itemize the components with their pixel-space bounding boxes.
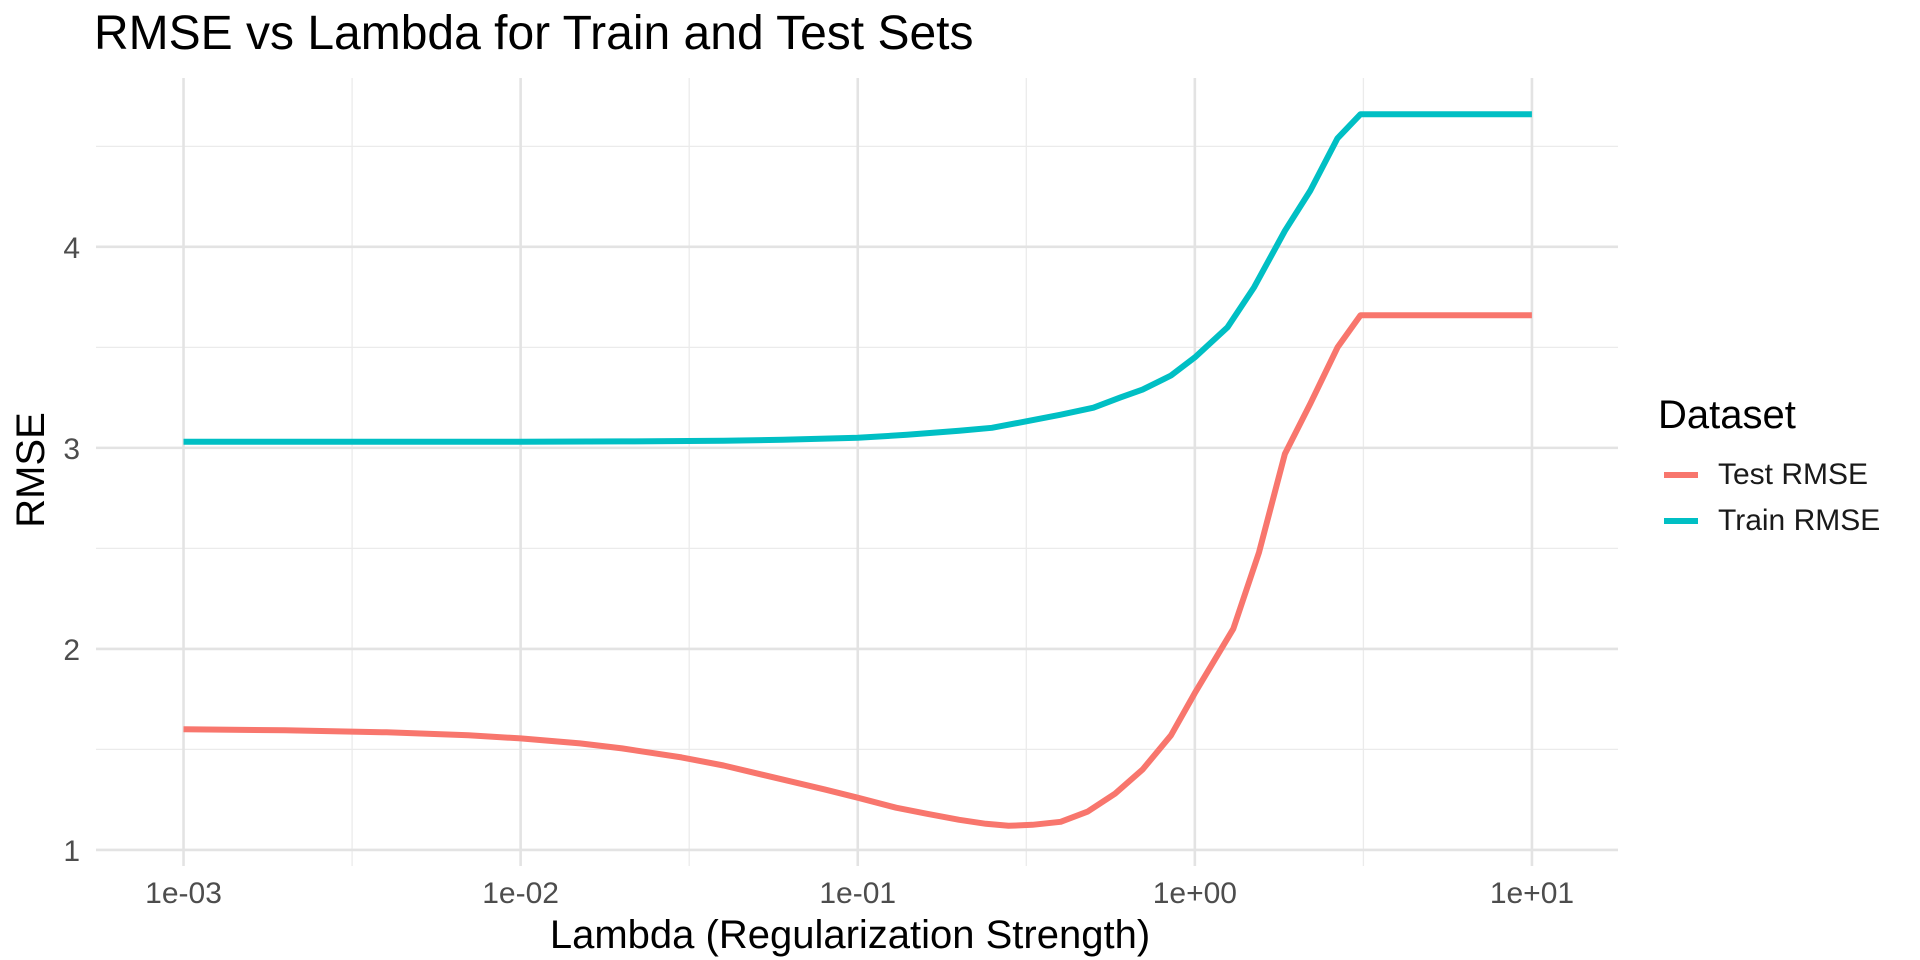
series-line-test-rmse <box>183 312 1532 829</box>
series-line-train-rmse <box>183 111 1532 445</box>
y-tick-label: 4 <box>63 232 80 265</box>
legend-title: Dataset <box>1658 393 1796 437</box>
legend: Dataset Test RMSE Train RMSE <box>1658 393 1880 544</box>
y-tick-label: 1 <box>63 835 80 868</box>
x-tick-label: 1e-03 <box>145 877 222 910</box>
series-lines <box>183 111 1532 829</box>
x-axis-ticks: 1e-03 1e-02 1e-01 1e+00 1e+01 <box>145 877 1574 910</box>
x-tick-label: 1e+01 <box>1490 877 1574 910</box>
y-axis-ticks: 1 2 3 4 <box>63 232 80 868</box>
grid <box>96 78 1618 866</box>
y-tick-label: 2 <box>63 634 80 667</box>
x-axis-label: Lambda (Regularization Strength) <box>550 913 1150 957</box>
legend-item-test: Test RMSE <box>1658 452 1880 498</box>
chart-title: RMSE vs Lambda for Train and Test Sets <box>94 7 974 60</box>
x-tick-label: 1e-02 <box>482 877 559 910</box>
legend-item-train: Train RMSE <box>1658 498 1880 544</box>
legend-key-test <box>1664 472 1698 478</box>
legend-key-train <box>1664 518 1698 524</box>
x-tick-label: 1e+00 <box>1153 877 1237 910</box>
x-tick-label: 1e-01 <box>819 877 896 910</box>
legend-label-test: Test RMSE <box>1718 458 1869 491</box>
legend-label-train: Train RMSE <box>1718 504 1881 537</box>
y-tick-label: 3 <box>63 433 80 466</box>
y-axis-label: RMSE <box>9 412 53 528</box>
